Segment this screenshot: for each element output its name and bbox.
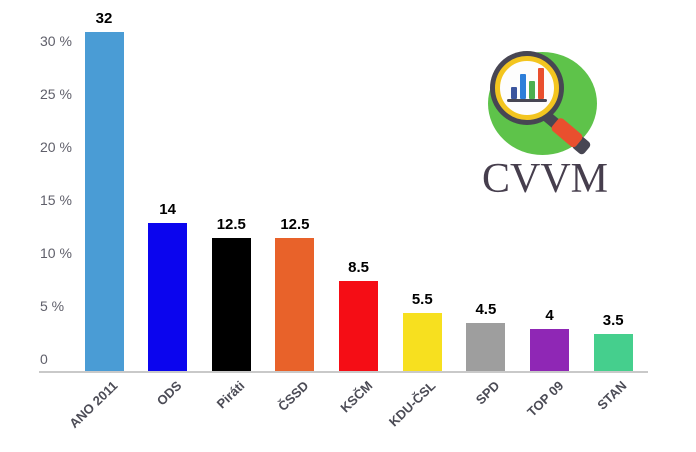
- value-label-stan: 3.5: [602, 312, 624, 329]
- value-label-top-09: 4: [545, 307, 554, 324]
- bar-top-09: [530, 329, 570, 371]
- value-label-spd: 4.5: [475, 301, 497, 318]
- y-axis-tick-label: 10 %: [40, 245, 72, 261]
- value-label-kdu-sl: 5.5: [411, 291, 433, 308]
- value-label-ano-2011: 32: [95, 10, 113, 27]
- mini-bar-3: [528, 81, 535, 99]
- value-label-pir-ti: 12.5: [216, 216, 246, 233]
- y-axis-tick-label: 0: [40, 351, 48, 367]
- value-label-ods: 14: [159, 201, 176, 218]
- x-axis-line: [39, 371, 648, 373]
- cvvm-logo-text: CVVM: [481, 156, 609, 202]
- bar-ks-m: [339, 281, 379, 371]
- y-axis-tick-label: 20 %: [40, 139, 72, 155]
- mini-bar-4: [537, 68, 544, 99]
- bar-stan: [593, 334, 633, 371]
- value-label--ssd: 12.5: [280, 216, 310, 233]
- bar-ods: [148, 223, 188, 371]
- y-axis-tick-label: 15 %: [40, 192, 72, 208]
- mini-bar-2: [519, 74, 526, 99]
- value-label-ks-m: 8.5: [348, 259, 370, 276]
- bar-pir-ti: [211, 238, 251, 371]
- bar--ssd: [275, 238, 315, 371]
- category-label-ano-2011: ANO 2011: [66, 378, 121, 431]
- magnifier-mini-barchart-icon: [507, 62, 547, 99]
- bar-spd: [466, 323, 506, 371]
- mini-bar-1: [510, 87, 517, 99]
- y-axis-tick-label: 25 %: [40, 86, 72, 102]
- bar-ano-2011: [84, 32, 124, 371]
- magnifier-lens-icon: [495, 56, 559, 120]
- y-axis-tick-label: 5 %: [40, 298, 65, 314]
- y-axis-tick-label: 30 %: [40, 33, 72, 49]
- magnifier-mini-barchart-baseline: [507, 99, 547, 102]
- bar-kdu-sl: [402, 313, 442, 371]
